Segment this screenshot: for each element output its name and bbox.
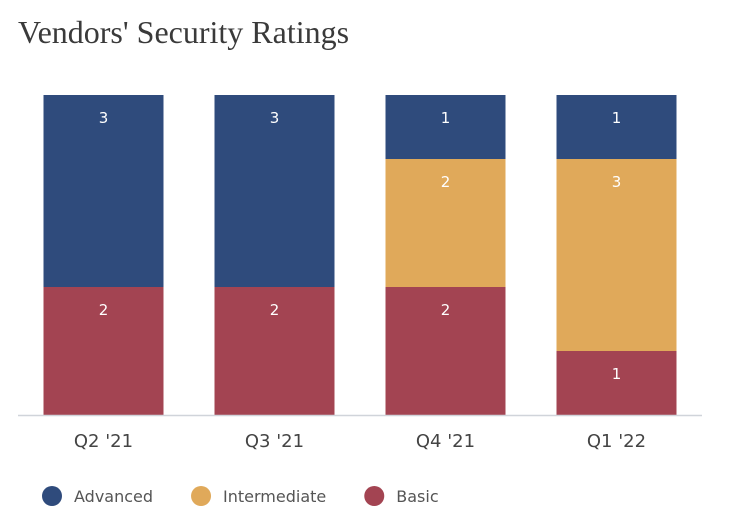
x-tick-label: Q3 '21 — [245, 431, 304, 452]
bar-basic — [385, 287, 506, 415]
data-label: 3 — [612, 173, 622, 191]
x-tick-label: Q4 '21 — [416, 431, 475, 452]
data-label: 3 — [270, 109, 280, 127]
bar-intermediate — [556, 159, 677, 351]
data-label: 2 — [441, 173, 451, 191]
data-label: 3 — [99, 109, 109, 127]
x-tick-label: Q2 '21 — [74, 431, 133, 452]
legend-label: Intermediate — [223, 487, 326, 506]
bar-intermediate — [385, 159, 506, 287]
legend-marker — [191, 486, 212, 506]
data-label: 2 — [270, 301, 280, 319]
bar-basic — [214, 287, 335, 415]
bar-advanced — [214, 95, 335, 287]
bar-advanced — [43, 95, 164, 287]
data-label: 1 — [612, 365, 622, 383]
data-label: 1 — [441, 109, 451, 127]
legend-label: Advanced — [74, 487, 153, 506]
data-label: 1 — [612, 109, 622, 127]
bar-basic — [556, 351, 677, 415]
bar-advanced — [556, 95, 677, 159]
legend-marker — [42, 486, 62, 506]
legend-marker — [364, 486, 385, 506]
data-label: 2 — [441, 301, 451, 319]
data-label: 2 — [99, 301, 109, 319]
legend-label: Basic — [396, 487, 438, 506]
bar-advanced — [385, 95, 506, 159]
x-tick-label: Q1 '22 — [587, 431, 646, 452]
bar-basic — [43, 287, 164, 415]
chart-title: Vendors' Security Ratings — [18, 14, 350, 50]
